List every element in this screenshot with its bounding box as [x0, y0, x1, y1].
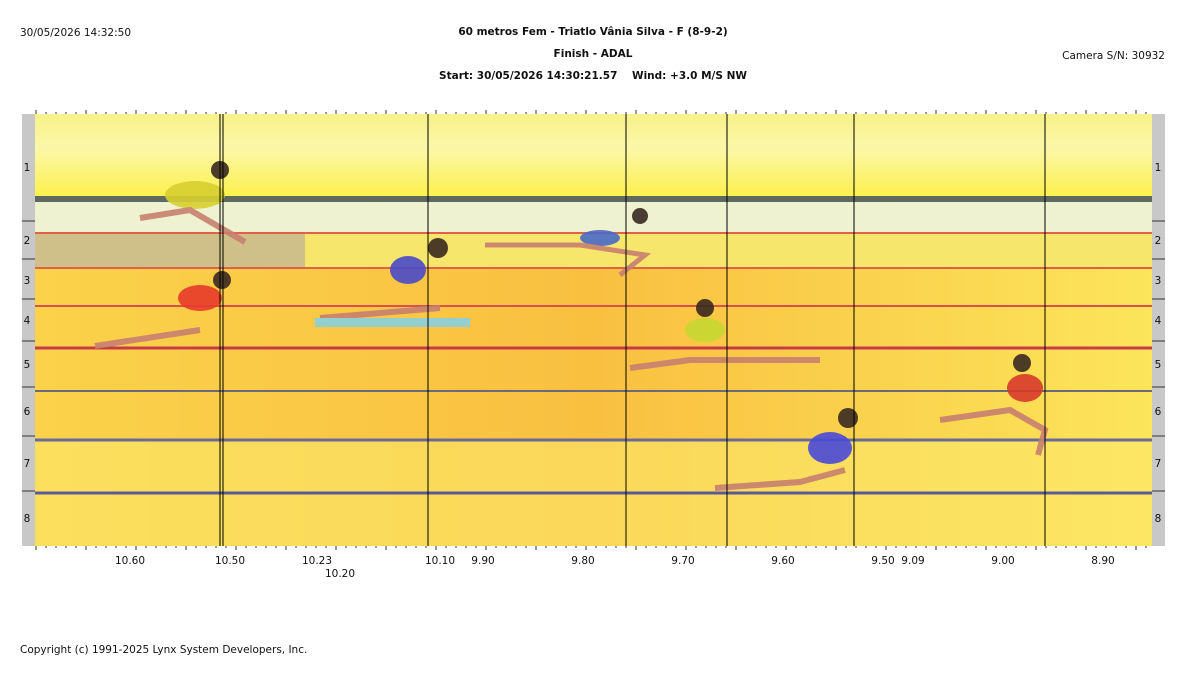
time-label: 10.23	[302, 555, 332, 567]
start-info: Start: 30/05/2026 14:30:21.57 Wind: +3.0…	[439, 70, 747, 82]
time-label: 9.60	[771, 555, 794, 567]
time-label: 9.70	[671, 555, 694, 567]
time-label: 8.90	[1091, 555, 1114, 567]
lane-label: 4	[1155, 315, 1162, 327]
lane-label: 4	[24, 315, 31, 327]
lane-label: 3	[24, 275, 31, 287]
subtitle: Finish - ADAL	[554, 48, 633, 60]
lane-label: 5	[24, 359, 31, 371]
lane-label: 1	[24, 162, 31, 174]
side-bar	[1152, 114, 1165, 546]
lane-label: 7	[24, 458, 31, 470]
lane-label: 8	[24, 513, 31, 525]
image	[22, 114, 1165, 546]
time-label: 10.10	[425, 555, 455, 567]
lane-label: 7	[1155, 458, 1162, 470]
time-label: 9.00	[991, 555, 1014, 567]
side-bar	[22, 114, 35, 546]
time-label: 9.09	[901, 555, 924, 567]
camera: Camera S/N: 30932	[1062, 50, 1165, 62]
lane-label: 8	[1155, 513, 1162, 525]
lane-label: 2	[1155, 235, 1162, 247]
lane-label: 3	[1155, 275, 1162, 287]
time-label: 9.90	[471, 555, 494, 567]
lane-label: 2	[24, 235, 31, 247]
title: 60 metros Fem - Triatlo Vânia Silva - F …	[458, 26, 727, 38]
time-label: 10.50	[215, 555, 245, 567]
timestamp: 30/05/2026 14:32:50	[20, 27, 131, 39]
time-label: 9.80	[571, 555, 594, 567]
lane-label: 1	[1155, 162, 1162, 174]
lane-label: 5	[1155, 359, 1162, 371]
time-label: 10.60	[115, 555, 145, 567]
tick-marks	[35, 110, 1147, 550]
time-label: 9.50	[871, 555, 894, 567]
copyright: Copyright (c) 1991-2025 Lynx System Deve…	[20, 644, 307, 656]
time-label: 10.20	[325, 568, 355, 580]
lane-label: 6	[24, 406, 31, 418]
lane-label: 6	[1155, 406, 1162, 418]
